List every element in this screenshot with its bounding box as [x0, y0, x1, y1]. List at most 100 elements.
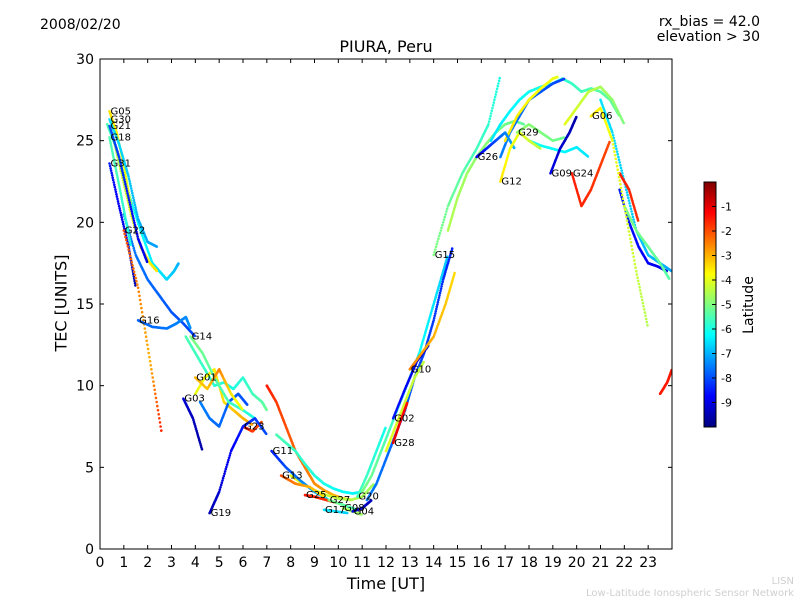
trace-10-point: [432, 319, 436, 322]
series-g06-point: [617, 172, 620, 175]
series-g06-point: [632, 255, 635, 259]
series-g31-point: [111, 178, 115, 182]
x-tick-label: 1: [119, 555, 128, 571]
x-tick-label: 15: [449, 555, 467, 571]
x-tick-label: 7: [262, 555, 271, 571]
series-g19-point: [221, 476, 225, 480]
series-g06-point: [635, 270, 638, 273]
series-g15-point: [493, 98, 496, 102]
x-tick-label: 21: [592, 555, 610, 571]
series-g15-point: [437, 237, 440, 240]
x-tick-label: 3: [167, 555, 176, 571]
series-g30-point: [134, 208, 138, 211]
series-g06-point: [615, 161, 618, 164]
series-g06-point: [640, 295, 643, 299]
trace-5-point: [245, 403, 249, 406]
series-g30-point: [129, 184, 132, 188]
series-g21-point: [126, 194, 130, 197]
series-g22-point: [132, 267, 135, 270]
series-g30-point: [155, 245, 158, 248]
series-g15-point: [496, 84, 500, 88]
series-g10-point: [453, 271, 456, 275]
trace-2-point: [133, 249, 136, 252]
x-tick-label: 14: [425, 555, 443, 571]
series-g01-point: [241, 408, 244, 411]
colorbar-tick-label: -2: [721, 225, 732, 238]
trace-18-point: [619, 163, 622, 167]
x-tick-label: 19: [544, 555, 562, 571]
series-g06-point: [625, 215, 628, 219]
label-g18: G18: [111, 132, 131, 143]
series-g15-point: [441, 223, 444, 227]
trace-18-point: [611, 131, 614, 134]
series-g21-point: [125, 189, 129, 193]
series-g16-point: [189, 326, 192, 330]
series-g22-point: [136, 283, 139, 286]
trace-10-point: [440, 285, 443, 288]
series-g30-point: [129, 187, 133, 190]
trace-11-point: [422, 360, 425, 364]
trace-0-point: [132, 208, 136, 211]
series-g19-point: [229, 452, 232, 455]
series-g22-point: [150, 368, 153, 371]
trace-1-point: [155, 269, 159, 273]
trace-18-point: [614, 144, 617, 148]
trace-18-point: [632, 218, 635, 221]
series-g28-point: [405, 401, 409, 405]
label-g04: G04: [354, 506, 374, 517]
elevation-label: elevation > 30: [656, 29, 760, 45]
series-g19-point: [224, 467, 228, 471]
series-g31-point: [117, 202, 120, 205]
series-g21-point: [127, 196, 130, 200]
series-g06-point: [617, 175, 621, 179]
series-g22-point: [136, 286, 140, 290]
series-g06-point: [619, 186, 623, 190]
trace-18-point: [620, 169, 623, 172]
x-tick-label: 6: [239, 555, 248, 571]
series-g15-point: [490, 109, 494, 112]
series-g06-point: [631, 248, 634, 251]
series-g30-point: [131, 194, 135, 197]
series-g06-point: [635, 273, 639, 276]
series-g21-point: [131, 212, 134, 215]
trace-10-point: [436, 300, 440, 304]
series-g30-point: [135, 210, 138, 214]
series-g22-point: [153, 388, 156, 392]
series-g15-point: [493, 95, 497, 99]
series-g06-point: [611, 143, 615, 146]
series-g30-point: [128, 180, 131, 183]
series-g19-point: [219, 483, 223, 487]
series-g06-point: [643, 311, 647, 314]
series-g15-point: [444, 212, 447, 216]
colorbar-tick-label: -1: [721, 201, 732, 214]
series-g06-point: [642, 308, 646, 311]
label-g26: G26: [478, 152, 498, 163]
series-g22-point: [148, 359, 152, 363]
series-g06-point: [637, 282, 641, 286]
series-g06-point: [636, 279, 640, 283]
series-g22-point: [154, 392, 157, 396]
chart-title: PIURA, Peru: [339, 37, 433, 56]
series-g22-point: [146, 347, 150, 351]
series-g15-point: [494, 93, 498, 96]
series-g06-point: [620, 190, 623, 193]
series-g19-point: [220, 481, 224, 485]
series-g22-point: [157, 413, 160, 416]
trace-10-point: [441, 280, 445, 284]
series-g06-point: [631, 251, 635, 255]
series-g22-point: [147, 351, 150, 355]
trace-10-point: [432, 316, 436, 320]
y-tick-label: 10: [76, 379, 94, 395]
trace-10-point: [439, 289, 442, 293]
series-g06-point: [613, 153, 617, 157]
label-g23: G23: [244, 422, 264, 433]
series-g06-point: [624, 212, 627, 215]
series-g06-point: [623, 208, 627, 211]
series-g12-point: [539, 147, 542, 150]
series-g15-point: [439, 229, 443, 232]
label-g20: G20: [358, 492, 378, 503]
x-tick-label: 5: [215, 555, 224, 571]
trace-3-point: [265, 408, 268, 412]
series-g21-point: [121, 171, 125, 175]
